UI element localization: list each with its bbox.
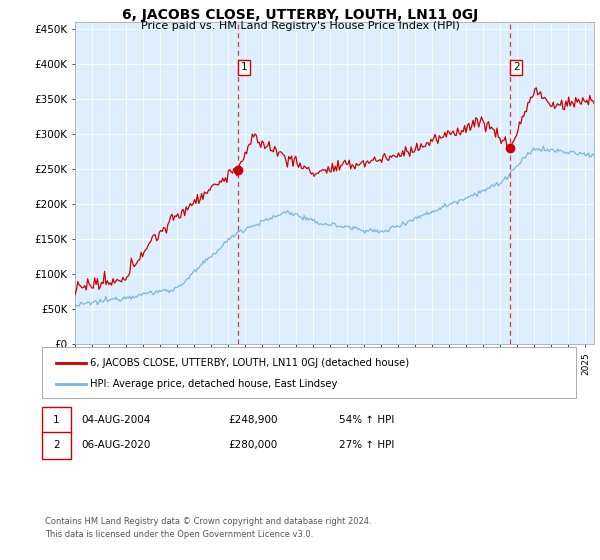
Text: This data is licensed under the Open Government Licence v3.0.: This data is licensed under the Open Gov… — [45, 530, 313, 539]
Text: £280,000: £280,000 — [228, 440, 277, 450]
Text: 54% ↑ HPI: 54% ↑ HPI — [339, 415, 394, 425]
Text: £248,900: £248,900 — [228, 415, 277, 425]
Text: HPI: Average price, detached house, East Lindsey: HPI: Average price, detached house, East… — [90, 379, 337, 389]
Text: 6, JACOBS CLOSE, UTTERBY, LOUTH, LN11 0GJ: 6, JACOBS CLOSE, UTTERBY, LOUTH, LN11 0G… — [122, 8, 478, 22]
Text: 2: 2 — [53, 440, 60, 450]
Text: 2: 2 — [513, 63, 520, 72]
Text: 27% ↑ HPI: 27% ↑ HPI — [339, 440, 394, 450]
Text: 6, JACOBS CLOSE, UTTERBY, LOUTH, LN11 0GJ (detached house): 6, JACOBS CLOSE, UTTERBY, LOUTH, LN11 0G… — [90, 357, 409, 367]
Text: 1: 1 — [53, 415, 60, 425]
Text: 06-AUG-2020: 06-AUG-2020 — [81, 440, 151, 450]
Text: 04-AUG-2004: 04-AUG-2004 — [81, 415, 151, 425]
Text: 1: 1 — [241, 63, 247, 72]
Text: Price paid vs. HM Land Registry's House Price Index (HPI): Price paid vs. HM Land Registry's House … — [140, 21, 460, 31]
Text: Contains HM Land Registry data © Crown copyright and database right 2024.: Contains HM Land Registry data © Crown c… — [45, 517, 371, 526]
